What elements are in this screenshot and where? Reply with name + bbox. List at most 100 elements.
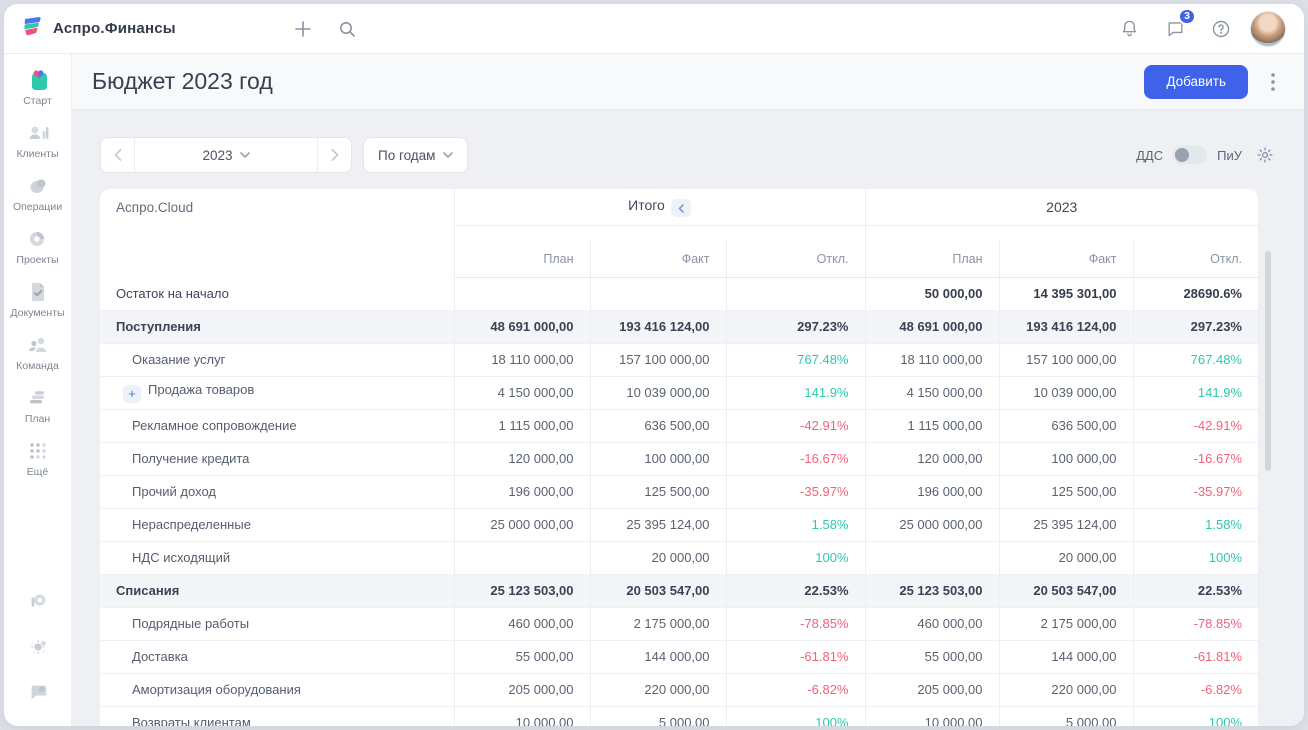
cell-deviation-year: -6.82% [1132,673,1258,707]
report-type-toggle[interactable] [1173,146,1208,164]
row-label: НДС исходящий [100,541,454,575]
cell-fact-year: 14 395 301,00 [998,277,1133,311]
table-row[interactable]: Поступления 48 691 000,00 193 416 124,00 29… [100,310,1258,344]
year-select[interactable]: 2023 [135,138,317,172]
sidebar-item-label: Клиенты [16,148,59,160]
total-group-header: Итого [454,189,866,226]
cell-plan-year: 10 000,00 [864,706,999,726]
start-icon [27,69,49,91]
cell-fact-total: 193 416 124,00 [589,310,726,344]
cell-plan-year: 50 000,00 [864,277,999,311]
sidebar-item-start[interactable]: Старт [8,62,68,115]
cell-plan-total: 4 150 000,00 [453,376,590,410]
cell-plan-year: 460 000,00 [864,607,999,641]
projects-icon [26,228,50,250]
sidebar-item-documents[interactable]: Документы [8,274,68,327]
add-button[interactable]: Добавить [1144,64,1248,99]
brand-logo-icon [22,15,44,42]
cell-fact-total: 2 175 000,00 [589,607,726,641]
user-avatar[interactable] [1250,10,1286,47]
table-row[interactable]: + Продажа товаров 4 150 000,00 10 039 000,0… [100,376,1258,410]
table-row[interactable]: Списания 25 123 503,00 20 503 547,00 22.53%… [100,574,1258,608]
sidebar-item-label: Документы [10,307,65,319]
table-settings-gear-icon[interactable] [1256,146,1274,164]
cell-deviation-year: 767.48% [1132,343,1258,377]
support-chat-icon[interactable] [27,681,49,708]
search-icon[interactable] [330,12,364,46]
cell-plan-total: 1 115 000,00 [453,409,590,443]
table-row[interactable]: Подрядные работы 460 000,00 2 175 000,00 -7… [100,607,1258,641]
cell-plan-year [864,541,999,575]
table-row[interactable]: Рекламное сопровождение 1 115 000,00 636 5… [100,409,1258,443]
team-icon [26,334,50,356]
brand-name: Аспро.Финансы [53,20,176,37]
table-row[interactable]: НДС исходящий 20 000,00 100% 20 000,00 100% [100,541,1258,575]
cell-deviation-year: 100% [1132,541,1258,575]
row-label: Подрядные работы [100,607,454,641]
sidebar-item-operations[interactable]: Операции [8,168,68,221]
col-header-deviation: Откл. [1132,241,1258,278]
brand[interactable]: Аспро.Финансы [22,15,176,42]
entity-name: Аспро.Cloud [100,189,455,277]
table-row[interactable]: Оказание услуг 18 110 000,00 157 100 000,0… [100,343,1258,377]
cell-plan-total: 25 000 000,00 [453,508,590,542]
cell-plan-year: 55 000,00 [864,640,999,674]
cell-plan-year: 4 150 000,00 [864,376,999,410]
cell-plan-year: 205 000,00 [864,673,999,707]
col-header-fact: Факт [998,241,1133,278]
cell-plan-total: 10 000,00 [453,706,590,726]
next-year-chevron[interactable] [317,138,351,172]
toggle-label-piu: ПиУ [1217,147,1242,163]
table-row[interactable]: Прочий доход 196 000,00 125 500,00 -35.97% 1… [100,475,1258,509]
cell-deviation-total: -6.82% [725,673,865,707]
cell-fact-total: 20 000,00 [589,541,726,575]
create-button[interactable] [286,12,320,46]
table-row[interactable]: Получение кредита 120 000,00 100 000,00 -16… [100,442,1258,476]
cell-fact-total: 10 039 000,00 [589,376,726,410]
row-label: Получение кредита [100,442,454,476]
cell-deviation-year: 297.23% [1132,310,1258,344]
vertical-scrollbar[interactable] [1265,251,1271,471]
cell-fact-total: 5 000,00 [589,706,726,726]
cell-deviation-total: 100% [725,706,865,726]
expand-row-plus-icon[interactable]: + [123,384,141,403]
col-header-deviation: Откл. [725,241,865,278]
sidebar-item-projects[interactable]: Проекты [8,221,68,274]
row-label: Списания [100,574,454,608]
more-actions-kebab-icon[interactable] [1260,65,1286,99]
table-row[interactable]: Возвраты клиентам 10 000,00 5 000,00 100% 10… [100,706,1258,726]
cell-plan-year: 25 000 000,00 [864,508,999,542]
documents-icon [27,281,49,303]
cell-deviation-total: 22.53% [725,574,865,608]
period-mode-select[interactable]: По годам [363,137,469,173]
collapse-total-chevron[interactable] [670,199,691,217]
cell-fact-year: 125 500,00 [998,475,1133,509]
row-label: Амортизация оборудования [100,673,454,707]
sidebar-item-team[interactable]: Команда [8,327,68,380]
cell-plan-total [453,277,590,311]
budget-table: Аспро.Cloud Итого 2023 [100,189,1258,726]
achievements-icon[interactable] [27,591,49,618]
cell-fact-year: 193 416 124,00 [998,310,1133,344]
messages-chat-icon[interactable]: 3 [1158,7,1196,46]
cell-deviation-year: 1.58% [1132,508,1258,542]
table-row[interactable]: Амортизация оборудования 205 000,00 220 00… [100,673,1258,707]
sidebar-item-clients[interactable]: Клиенты [8,115,68,168]
help-icon[interactable] [1204,12,1238,46]
cell-plan-year: 48 691 000,00 [864,310,999,344]
table-row[interactable]: Остаток на начало 50 000,00 14 395 301,00 2… [100,277,1258,311]
toggle-label-dds: ДДС [1136,147,1164,163]
cell-plan-total: 48 691 000,00 [453,310,590,344]
year-group-header: 2023 [865,189,1258,226]
sidebar-item-plan[interactable]: План [8,380,68,433]
cell-fact-year: 636 500,00 [998,409,1133,443]
table-row[interactable]: Доставка 55 000,00 144 000,00 -61.81% 55 000… [100,640,1258,674]
table-row[interactable]: Нераспределенные 25 000 000,00 25 395 124,… [100,508,1258,542]
cell-fact-year: 20 000,00 [998,541,1133,575]
sidebar-item-more[interactable]: Ещё [8,433,68,486]
settings-gear-icon[interactable] [27,636,49,663]
notifications-bell-icon[interactable] [1112,12,1146,46]
row-label: Поступления [100,310,454,344]
prev-year-chevron[interactable] [101,138,135,172]
sidebar-item-label: Ещё [26,466,49,478]
